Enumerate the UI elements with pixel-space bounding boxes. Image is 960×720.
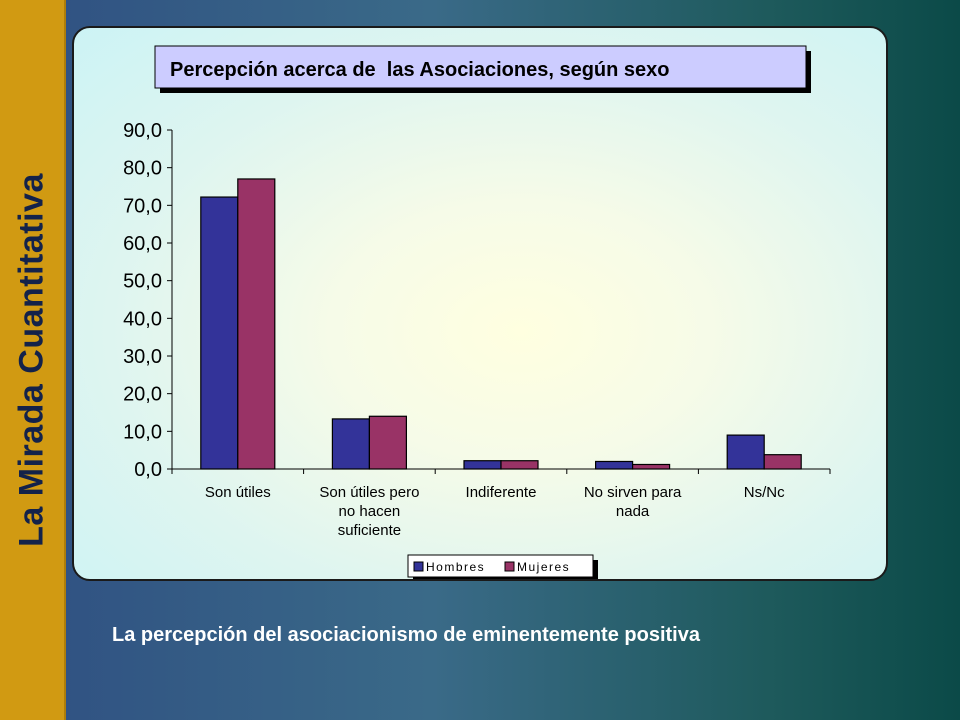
y-tick-label: 20,0 — [123, 384, 162, 406]
y-tick-label: 60,0 — [123, 233, 162, 255]
bar-hombres-3 — [594, 460, 634, 470]
y-tick-label: 90,0 — [123, 120, 162, 142]
legend-label-mujeres: Mujeres — [517, 560, 570, 574]
bar-hombres-1 — [331, 418, 370, 470]
legend-label-hombres: Hombres — [426, 560, 485, 574]
bar-hombres-2 — [463, 460, 502, 470]
chart-title: Percepción acerca de las Asociaciones, s… — [170, 59, 670, 81]
bar-hombres-0 — [200, 196, 239, 470]
y-tick-label: 0,0 — [134, 459, 162, 481]
y-tick-label: 70,0 — [123, 195, 162, 217]
chart-panel: Percepción acerca de las Asociaciones, s… — [72, 26, 888, 581]
x-category-label: Son útiles pero no hacen suficiente — [319, 484, 419, 539]
legend-swatch-mujeres — [504, 561, 515, 572]
y-tick-label: 10,0 — [123, 421, 162, 443]
legend: Hombres Mujeres — [407, 554, 598, 579]
y-tick-label: 30,0 — [123, 346, 162, 368]
legend-box — [407, 554, 594, 578]
y-tick-label: 50,0 — [123, 271, 162, 293]
side-bar: La Mirada Cuantitativa — [0, 0, 66, 720]
bar-mujeres-4 — [763, 454, 802, 470]
bar-mujeres-2 — [500, 460, 539, 470]
y-tick-label: 80,0 — [123, 158, 162, 180]
bar-mujeres-3 — [631, 463, 671, 470]
slide-caption: La percepción del asociacionismo de emin… — [112, 624, 700, 646]
y-tick-label: 40,0 — [123, 308, 162, 330]
bar-chart: Percepción acerca de las Asociaciones, s… — [123, 45, 831, 579]
bar-hombres-4 — [726, 434, 765, 470]
x-category-label: No sirven para nada — [584, 484, 682, 520]
legend-swatch-hombres — [413, 561, 424, 572]
bar-mujeres-1 — [368, 415, 407, 470]
x-category-label: Ns/Nc — [744, 484, 785, 501]
side-title: La Mirada Cuantitativa — [12, 173, 51, 547]
x-category-label: Son útiles — [205, 484, 271, 501]
chart-title-box — [154, 45, 807, 89]
x-category-label: Indiferente — [466, 484, 537, 501]
bar-mujeres-0 — [237, 178, 276, 470]
